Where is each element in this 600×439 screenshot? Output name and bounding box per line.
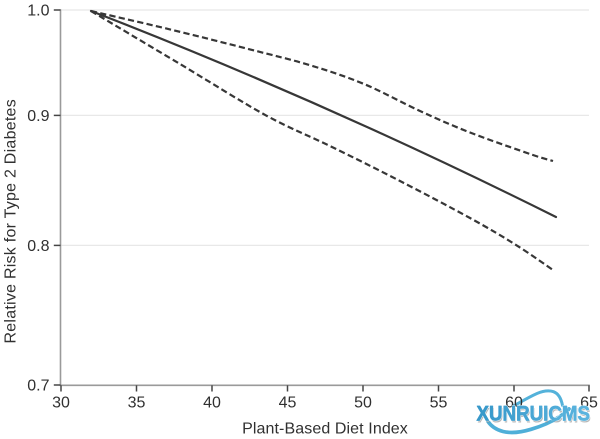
svg-text:1.0: 1.0	[27, 3, 49, 20]
svg-text:40: 40	[203, 395, 221, 412]
svg-text:Relative Risk for Type 2 Diabe: Relative Risk for Type 2 Diabetes	[3, 99, 20, 344]
svg-text:50: 50	[354, 395, 372, 412]
svg-text:0.7: 0.7	[27, 378, 49, 395]
svg-text:55: 55	[430, 395, 448, 412]
svg-text:XUNRUICMS: XUNRUICMS	[477, 402, 591, 426]
svg-text:60: 60	[505, 395, 523, 412]
svg-text:XUNRUICMS: XUNRUICMS	[477, 402, 591, 426]
svg-text:XUNRUICMS: XUNRUICMS	[478, 404, 592, 428]
svg-text:0.9: 0.9	[27, 108, 49, 125]
svg-text:65: 65	[580, 395, 598, 412]
svg-text:0.8: 0.8	[27, 238, 49, 255]
svg-text:30: 30	[52, 395, 70, 412]
svg-text:45: 45	[279, 395, 297, 412]
svg-text:35: 35	[128, 395, 146, 412]
svg-text:Plant-Based Diet Index: Plant-Based Diet Index	[242, 421, 408, 438]
